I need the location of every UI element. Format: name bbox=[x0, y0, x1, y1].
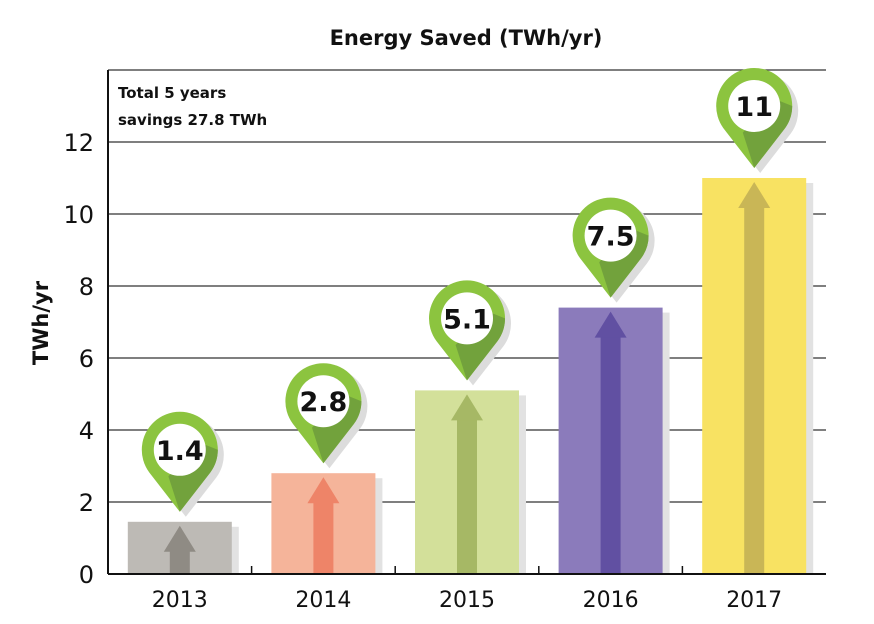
arrow-shaft bbox=[457, 416, 477, 574]
arrow-shaft bbox=[313, 499, 334, 574]
arrow-head-icon bbox=[163, 525, 196, 552]
annotation-line-2: savings 27.8 TWh bbox=[118, 111, 267, 129]
pin-shade bbox=[168, 442, 218, 512]
arrow-shaft bbox=[169, 547, 190, 574]
annotation-line-1: Total 5 years bbox=[118, 84, 226, 102]
y-tick-label: 8 bbox=[79, 273, 94, 301]
y-tick-label: 2 bbox=[79, 489, 94, 517]
data-label: 1.4 bbox=[156, 436, 204, 467]
y-tick-label: 10 bbox=[63, 201, 94, 229]
arrow-shaft bbox=[744, 204, 765, 574]
y-axis-label: TWh/yr bbox=[29, 280, 53, 365]
pin-shade bbox=[742, 98, 793, 168]
data-label: 11 bbox=[735, 92, 773, 123]
pin-label-circle bbox=[728, 80, 781, 132]
arrow-head-icon bbox=[451, 394, 483, 421]
pin-label-circle bbox=[441, 292, 493, 345]
arrow-shaft bbox=[600, 333, 621, 574]
pin-shade bbox=[599, 228, 649, 298]
pin-shade bbox=[312, 393, 362, 464]
pin-label-circle bbox=[297, 375, 350, 428]
chart-title: Energy Saved (TWh/yr) bbox=[330, 26, 603, 50]
y-tick-label: 4 bbox=[79, 417, 94, 445]
bar-group-2016: 7.5 bbox=[558, 197, 670, 574]
x-tick-label: 2014 bbox=[295, 588, 351, 613]
x-tick-label: 2017 bbox=[726, 588, 782, 613]
arrow-head-icon bbox=[738, 182, 771, 208]
x-tick-label: 2013 bbox=[152, 588, 208, 613]
data-label: 2.8 bbox=[299, 387, 347, 418]
y-tick-label: 6 bbox=[79, 345, 94, 373]
arrow-head-icon bbox=[307, 477, 340, 504]
bar-group-2014: 2.8 bbox=[271, 363, 383, 574]
bar-group-2015: 5.1 bbox=[415, 280, 526, 574]
y-tick-label: 0 bbox=[79, 561, 94, 589]
data-label: 7.5 bbox=[587, 222, 635, 253]
data-label: 5.1 bbox=[443, 304, 491, 335]
pin-shade bbox=[455, 310, 505, 381]
y-tick-label: 12 bbox=[63, 129, 94, 157]
pin-label-circle bbox=[584, 209, 637, 262]
x-tick-label: 2015 bbox=[439, 588, 495, 613]
bar-group-2013: 1.4 bbox=[127, 411, 239, 574]
arrow-head-icon bbox=[594, 311, 627, 338]
pin-label-circle bbox=[153, 423, 206, 476]
bar-group-2017: 11 bbox=[702, 67, 814, 574]
x-tick-label: 2016 bbox=[583, 588, 639, 613]
